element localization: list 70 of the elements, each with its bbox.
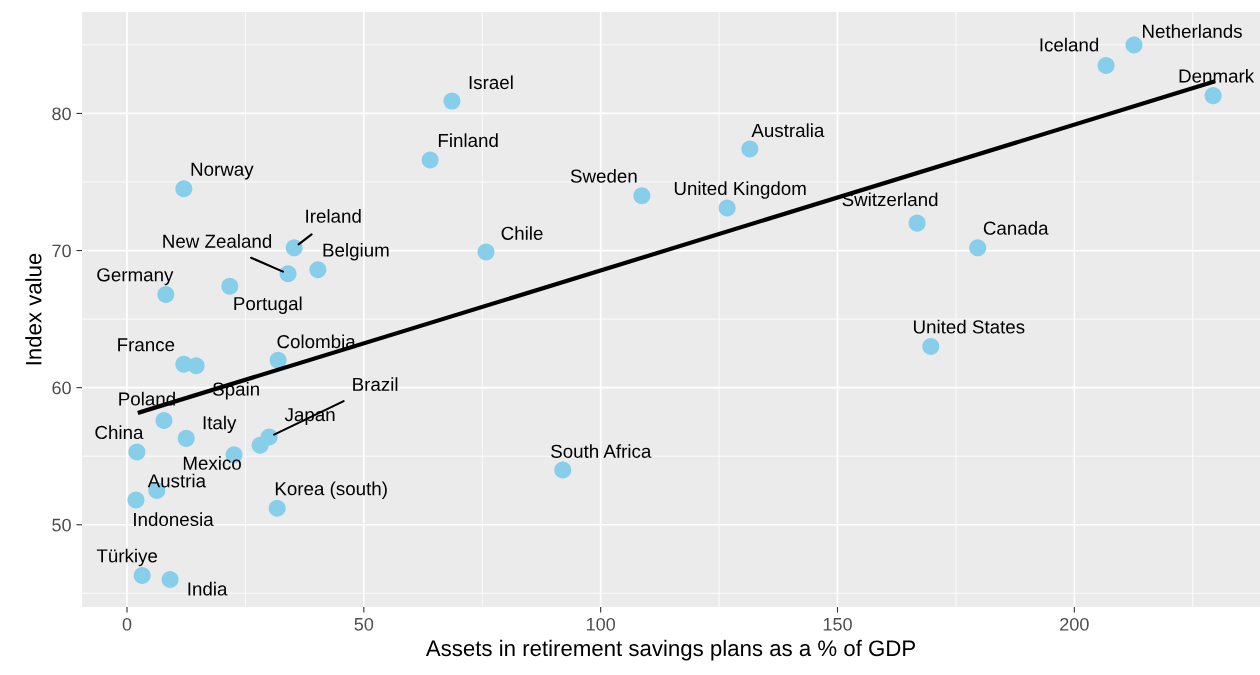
annotation: Mexico [183,456,241,470]
annotation: United Kingdom [674,181,806,199]
point [969,239,987,257]
annotation: Australia [751,123,825,138]
annotation: Canada [983,221,1049,235]
point [908,214,926,232]
annotation: Ireland [306,209,361,223]
point [177,429,195,447]
point [718,199,736,217]
point [1204,87,1222,105]
annotation: New Zealand [163,234,272,248]
annotation: Switzerland [842,192,938,207]
annotation: India [188,581,228,596]
point [421,151,439,169]
x-tick-label: 50 [354,617,374,631]
annotation: South Africa [551,444,652,458]
annotation: Chile [501,226,543,240]
point [1097,56,1115,74]
x-tick-label: 200 [1060,617,1089,631]
annotation: Türkiye [96,548,158,567]
annotation: Austria [147,473,207,488]
point [741,140,759,158]
point [221,277,239,295]
annotation: Colombia [277,334,356,349]
annotation: United States [913,319,1025,334]
point [443,92,461,110]
point [175,180,193,198]
point [477,243,495,261]
y-tick-label: 60 [52,381,71,395]
annotation: Israel [469,75,513,90]
annotation: Norway [191,162,254,180]
annotation: Korea (south) [275,481,387,500]
x-axis-title: Assets in retirement savings plans as a % of GDP [425,639,915,661]
annotation: Iceland [1040,37,1099,52]
x-tick-label: 150 [823,617,852,631]
point [633,187,651,205]
x-tick-label: 100 [586,617,616,631]
annotation: Italy [203,415,237,434]
point [279,265,297,283]
y-axis-title: Index value [25,253,42,365]
annotation: Sweden [570,168,637,183]
point [554,461,572,479]
annotation: France [118,338,175,352]
x-tick-label: 0 [122,617,132,631]
annotation: China [95,425,144,440]
point [187,357,205,375]
y-tick-label: 70 [52,244,71,258]
annotation: Portugal [234,296,302,314]
annotation: Belgium [323,243,389,261]
y-tick-label: 50 [52,518,71,532]
point [128,443,146,461]
point [157,285,175,303]
point [922,338,940,356]
point [155,412,173,430]
point [268,499,286,517]
point [1125,36,1143,54]
annotation: Denmark [1179,68,1255,83]
point [127,491,145,509]
annotation: Netherlands [1143,24,1242,38]
annotation: Finland [438,133,498,148]
point [133,566,151,584]
annotation: Indonesia [134,512,214,527]
point [251,436,269,454]
point [285,239,303,257]
point [269,351,287,369]
y-tick-label: 80 [52,107,71,121]
point [161,571,179,589]
annotation: Germany [97,268,174,286]
annotation: Brazil [353,377,398,392]
point [309,261,327,279]
